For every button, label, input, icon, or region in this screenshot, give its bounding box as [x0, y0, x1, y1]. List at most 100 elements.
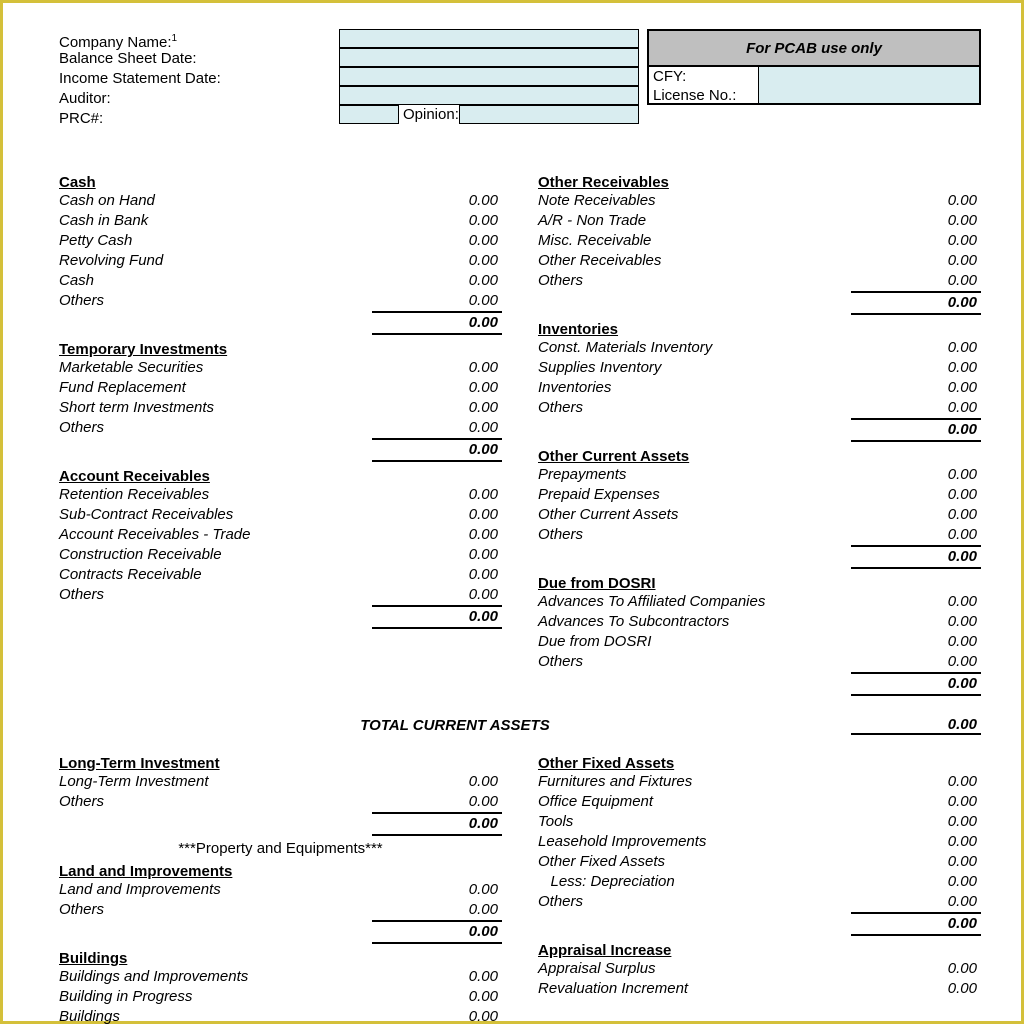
section-total: 0.00: [59, 921, 502, 944]
line-item: Due from DOSRI0.00: [538, 632, 981, 652]
line-value: 0.00: [372, 485, 502, 505]
line-label: Short term Investments: [59, 398, 372, 418]
line-value: 0.00: [372, 525, 502, 545]
company-input[interactable]: [339, 29, 639, 48]
line-label: Prepaid Expenses: [538, 485, 851, 505]
line-item: Cash in Bank0.00: [59, 211, 502, 231]
total-value: 0.00: [851, 673, 981, 696]
license-label: License No.:: [649, 86, 759, 103]
line-item: Office Equipment0.00: [538, 792, 981, 812]
line-item: Marketable Securities0.00: [59, 358, 502, 378]
opinion-input[interactable]: [459, 105, 639, 124]
line-item: Construction Receivable0.00: [59, 545, 502, 565]
line-value: 0.00: [372, 251, 502, 271]
line-label: Others: [59, 418, 372, 439]
line-item: Const. Materials Inventory0.00: [538, 338, 981, 358]
section-total: 0.00: [59, 312, 502, 335]
line-value: 0.00: [372, 565, 502, 585]
line-label: Buildings and Improvements: [59, 967, 372, 987]
section-heading: Buildings: [59, 950, 502, 967]
line-value: 0.00: [851, 872, 981, 892]
line-item: Others0.00: [59, 792, 502, 813]
line-label: Others: [59, 585, 372, 606]
section-heading: Due from DOSRI: [538, 575, 981, 592]
line-value: 0.00: [372, 358, 502, 378]
section-total: 0.00: [538, 292, 981, 315]
line-label: Land and Improvements: [59, 880, 372, 900]
balance-date-input[interactable]: [339, 48, 639, 67]
line-item: Others0.00: [538, 892, 981, 913]
line-item: Cash on Hand0.00: [59, 191, 502, 211]
line-label: Furnitures and Fixtures: [538, 772, 851, 792]
section-heading: Appraisal Increase: [538, 942, 981, 959]
line-value: 0.00: [372, 418, 502, 439]
right-column-2: Other Fixed AssetsFurnitures and Fixture…: [538, 749, 981, 1027]
income-date-input[interactable]: [339, 67, 639, 86]
line-item: Appraisal Surplus0.00: [538, 959, 981, 979]
line-value: 0.00: [372, 291, 502, 312]
line-label: Note Receivables: [538, 191, 851, 211]
total-value: 0.00: [372, 606, 502, 629]
line-value: 0.00: [851, 652, 981, 673]
line-label: Tools: [538, 812, 851, 832]
line-value: 0.00: [372, 211, 502, 231]
auditor-input[interactable]: [339, 86, 639, 105]
section-note: ***Property and Equipments***: [59, 840, 502, 857]
line-value: 0.00: [372, 505, 502, 525]
line-item: Fund Replacement0.00: [59, 378, 502, 398]
line-item: Inventories0.00: [538, 378, 981, 398]
line-item: Misc. Receivable0.00: [538, 231, 981, 251]
line-item: Others0.00: [59, 291, 502, 312]
line-item: Contracts Receivable0.00: [59, 565, 502, 585]
line-label: Cash: [59, 271, 372, 291]
line-item: Prepaid Expenses0.00: [538, 485, 981, 505]
license-input[interactable]: [759, 86, 979, 103]
line-item: Others0.00: [538, 652, 981, 673]
line-value: 0.00: [851, 632, 981, 652]
grand-label: TOTAL CURRENT ASSETS: [59, 717, 851, 734]
line-item: Account Receivables - Trade0.00: [59, 525, 502, 545]
line-label: Long-Term Investment: [59, 772, 372, 792]
line-label: Petty Cash: [59, 231, 372, 251]
line-value: 0.00: [372, 900, 502, 921]
section-total: 0.00: [59, 439, 502, 462]
line-item: Advances To Subcontractors0.00: [538, 612, 981, 632]
section-heading: Other Receivables: [538, 174, 981, 191]
line-label: Revaluation Increment: [538, 979, 851, 999]
cfy-input[interactable]: [759, 67, 979, 86]
section-heading: Land and Improvements: [59, 863, 502, 880]
line-value: 0.00: [851, 792, 981, 812]
line-item: Petty Cash0.00: [59, 231, 502, 251]
line-value: 0.00: [851, 959, 981, 979]
line-label: Others: [538, 892, 851, 913]
line-item: Others0.00: [59, 585, 502, 606]
line-item: Long-Term Investment0.00: [59, 772, 502, 792]
opinion-label: Opinion:: [399, 105, 459, 124]
balance-sheet-top: CashCash on Hand0.00Cash in Bank0.00Pett…: [59, 168, 981, 1027]
line-value: 0.00: [851, 892, 981, 913]
total-value: 0.00: [851, 913, 981, 936]
line-label: Others: [59, 792, 372, 813]
grand-value: 0.00: [851, 716, 981, 735]
right-column: Other ReceivablesNote Receivables 0.00 A/R…: [538, 168, 981, 696]
line-label: Less: Depreciation: [538, 872, 851, 892]
line-item: Leasehold Improvements0.00: [538, 832, 981, 852]
line-item: Cash0.00: [59, 271, 502, 291]
prc-label: PRC#:: [59, 109, 339, 128]
section-total: 0.00: [538, 673, 981, 696]
line-item: Revolving Fund0.00: [59, 251, 502, 271]
line-label: Cash on Hand: [59, 191, 372, 211]
total-value: 0.00: [851, 546, 981, 569]
prc-input[interactable]: [339, 105, 399, 124]
section-total: 0.00: [59, 606, 502, 629]
left-column: CashCash on Hand0.00Cash in Bank0.00Pett…: [59, 168, 502, 696]
line-item: Less: Depreciation0.00: [538, 872, 981, 892]
section-total: 0.00: [59, 813, 502, 836]
balance-label: Balance Sheet Date:: [59, 49, 339, 68]
line-value: 0.00: [851, 592, 981, 612]
total-value: 0.00: [372, 921, 502, 944]
line-label: Others: [538, 271, 851, 292]
line-label: A/R - Non Trade: [538, 211, 851, 231]
header-labels: Company Name:1 Balance Sheet Date: Incom…: [59, 29, 339, 128]
income-label: Income Statement Date:: [59, 69, 339, 88]
